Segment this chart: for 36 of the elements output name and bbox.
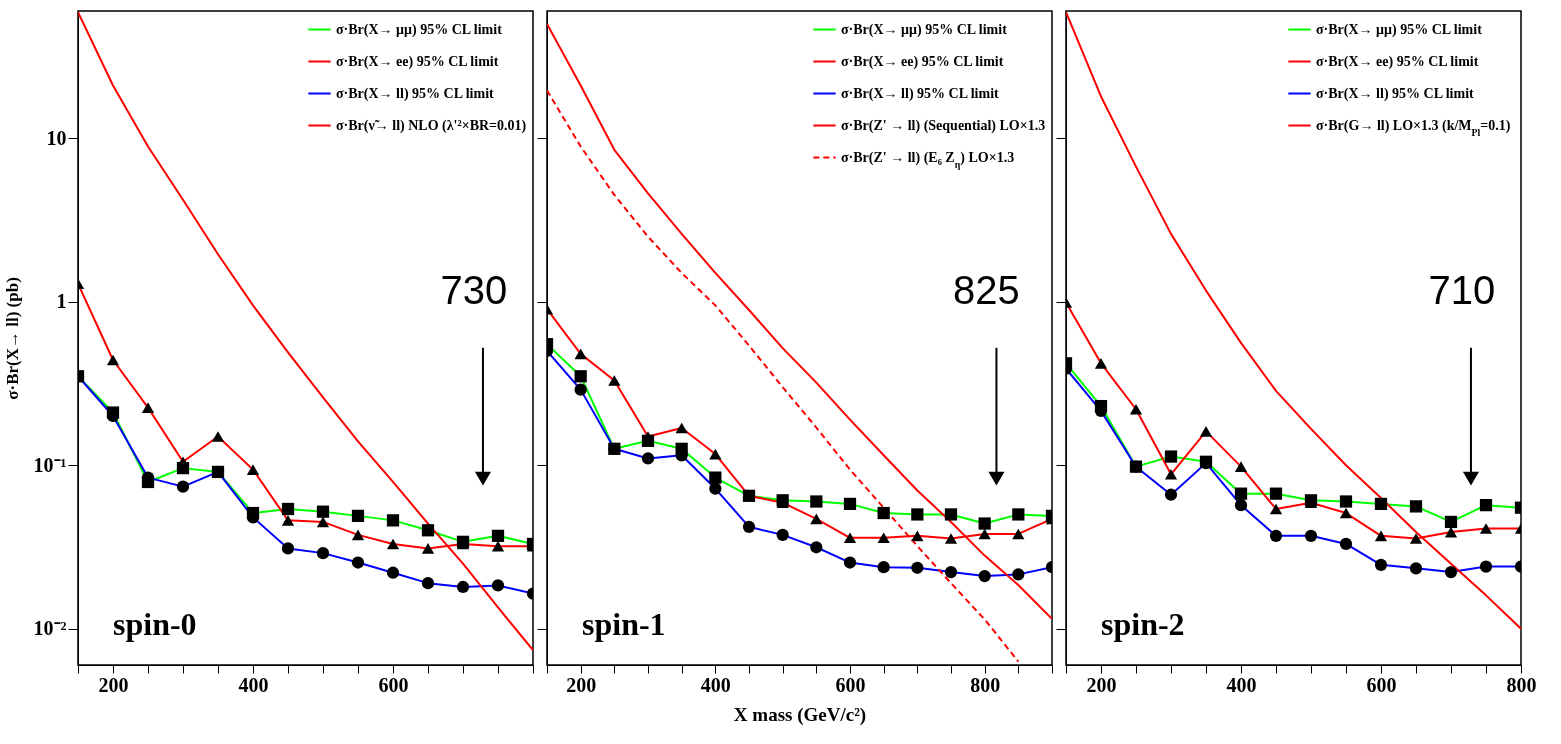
annotation: spin-2 <box>1101 606 1185 642</box>
annotation: spin-0 <box>113 606 197 642</box>
x-tick-label: 600 <box>378 673 409 696</box>
x-tick-label: 200 <box>1086 673 1117 696</box>
y-tick-label: 1 <box>56 290 67 313</box>
annotation: 730 <box>440 268 508 313</box>
x-tick-label: 200 <box>98 673 129 696</box>
x-tick-label: 600 <box>835 673 866 696</box>
legend-label: σ·Br(X→ ll) 95% CL limit <box>1316 85 1475 102</box>
legend-label: σ·Br(X→ ee) 95% CL limit <box>841 53 1004 70</box>
y-tick-label: 10⁻² <box>33 617 67 640</box>
annotation: 710 <box>1428 268 1496 313</box>
x-axis-title: X mass (GeV/c²) <box>733 703 867 726</box>
x-tick-label: 800 <box>970 673 1001 696</box>
legend-label: σ·Br(Z' → ll) (Sequential) LO×1.3 <box>841 117 1046 134</box>
y-tick-label: 10⁻¹ <box>33 453 67 476</box>
legend-label: σ·Br(ν̃→ ll) NLO (λ'²×BR=0.01) <box>336 117 527 134</box>
annotation: 825 <box>952 268 1020 313</box>
y-tick-label: 10 <box>46 126 67 149</box>
legend-label: σ·Br(X→ μμ) 95% CL limit <box>841 21 1008 38</box>
x-tick-label: 200 <box>566 673 597 696</box>
x-tick-label: 400 <box>700 673 731 696</box>
legend-label: σ·Br(X→ μμ) 95% CL limit <box>1316 21 1483 38</box>
x-tick-label: 400 <box>238 673 269 696</box>
legend-label: σ·Br(G→ ll) LO×1.3 (k/M$_{Pl}$=0.1) <box>1316 117 1511 137</box>
y-axis-title: σ·Br(X→ ll) (pb) <box>2 277 22 400</box>
x-tick-label: 600 <box>1366 673 1397 696</box>
legend-label: σ·Br(X→ ee) 95% CL limit <box>336 53 499 70</box>
legend-label: σ·Br(Z' → ll) (E₆ Z$_{η}$) LO×1.3 <box>841 149 1015 169</box>
legend-label: σ·Br(X→ ll) 95% CL limit <box>841 85 1000 102</box>
annotation: spin-1 <box>582 606 666 642</box>
x-tick-label: 400 <box>1226 673 1257 696</box>
x-tick-label: 800 <box>1506 673 1537 696</box>
legend-label: σ·Br(X→ μμ) 95% CL limit <box>336 21 503 38</box>
legend-label: σ·Br(X→ ll) 95% CL limit <box>336 85 495 102</box>
legend-label: σ·Br(X→ ee) 95% CL limit <box>1316 53 1479 70</box>
